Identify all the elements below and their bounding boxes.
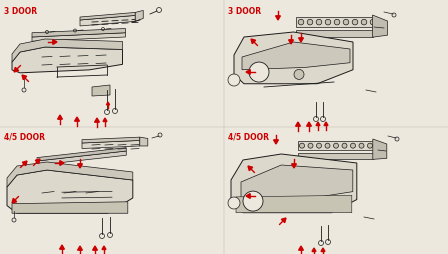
Polygon shape: [22, 75, 27, 80]
Polygon shape: [296, 17, 372, 27]
Polygon shape: [60, 245, 65, 249]
Circle shape: [12, 218, 16, 222]
Circle shape: [325, 19, 331, 25]
Polygon shape: [7, 162, 133, 187]
Polygon shape: [7, 170, 133, 213]
Circle shape: [333, 143, 339, 148]
Polygon shape: [92, 85, 110, 96]
Circle shape: [334, 19, 340, 25]
Polygon shape: [53, 40, 57, 44]
Circle shape: [352, 19, 358, 25]
Circle shape: [308, 143, 313, 148]
Polygon shape: [95, 118, 99, 122]
Polygon shape: [32, 28, 125, 37]
Polygon shape: [140, 137, 148, 146]
Polygon shape: [281, 218, 286, 223]
Text: 3 DOOR: 3 DOOR: [4, 7, 37, 16]
Circle shape: [316, 19, 322, 25]
Circle shape: [307, 19, 313, 25]
Polygon shape: [80, 15, 135, 26]
Polygon shape: [296, 122, 301, 126]
Circle shape: [228, 74, 240, 86]
Polygon shape: [289, 40, 293, 44]
Polygon shape: [37, 151, 126, 165]
Circle shape: [367, 143, 372, 148]
Polygon shape: [246, 70, 250, 74]
Circle shape: [316, 143, 322, 148]
Polygon shape: [82, 140, 140, 149]
Polygon shape: [241, 165, 353, 198]
Polygon shape: [299, 246, 303, 250]
Circle shape: [228, 197, 240, 209]
Polygon shape: [246, 194, 250, 198]
Polygon shape: [298, 141, 373, 150]
Circle shape: [359, 143, 364, 148]
Polygon shape: [78, 164, 82, 168]
Polygon shape: [373, 139, 387, 159]
Polygon shape: [12, 39, 122, 62]
Circle shape: [361, 19, 367, 25]
Circle shape: [243, 191, 263, 211]
Polygon shape: [299, 38, 303, 42]
Polygon shape: [78, 246, 82, 250]
Polygon shape: [32, 33, 125, 41]
Polygon shape: [107, 102, 110, 105]
Polygon shape: [80, 12, 135, 20]
Polygon shape: [248, 166, 253, 171]
Polygon shape: [298, 153, 373, 159]
Polygon shape: [82, 137, 140, 143]
Polygon shape: [58, 115, 62, 119]
Polygon shape: [312, 248, 316, 251]
Polygon shape: [12, 47, 122, 73]
Circle shape: [298, 19, 304, 25]
Polygon shape: [234, 32, 353, 84]
Polygon shape: [231, 154, 357, 213]
Text: 3 DOOR: 3 DOOR: [228, 7, 261, 16]
Polygon shape: [306, 122, 311, 126]
Polygon shape: [274, 140, 278, 144]
Polygon shape: [93, 246, 97, 250]
Polygon shape: [316, 122, 320, 125]
Polygon shape: [236, 195, 352, 213]
Polygon shape: [292, 164, 297, 168]
Circle shape: [343, 19, 349, 25]
Polygon shape: [14, 67, 19, 72]
Polygon shape: [22, 161, 27, 166]
Circle shape: [370, 19, 376, 25]
Polygon shape: [60, 161, 64, 165]
Circle shape: [22, 88, 26, 92]
Polygon shape: [103, 118, 107, 121]
Polygon shape: [37, 148, 126, 161]
Polygon shape: [35, 159, 40, 164]
Polygon shape: [135, 10, 143, 21]
Polygon shape: [276, 16, 280, 20]
Text: 4/5 DOOR: 4/5 DOOR: [228, 133, 269, 142]
Polygon shape: [372, 15, 388, 37]
Circle shape: [325, 143, 330, 148]
Polygon shape: [251, 39, 256, 44]
Circle shape: [300, 143, 305, 148]
Polygon shape: [75, 117, 79, 121]
Polygon shape: [12, 202, 128, 213]
Polygon shape: [242, 42, 350, 70]
Circle shape: [350, 143, 356, 148]
Polygon shape: [296, 30, 372, 37]
Polygon shape: [321, 248, 325, 251]
Polygon shape: [102, 246, 106, 249]
Circle shape: [342, 143, 347, 148]
Text: 4/5 DOOR: 4/5 DOOR: [4, 133, 45, 142]
Circle shape: [249, 62, 269, 82]
Circle shape: [294, 69, 304, 80]
Polygon shape: [324, 122, 328, 125]
Polygon shape: [12, 198, 17, 203]
